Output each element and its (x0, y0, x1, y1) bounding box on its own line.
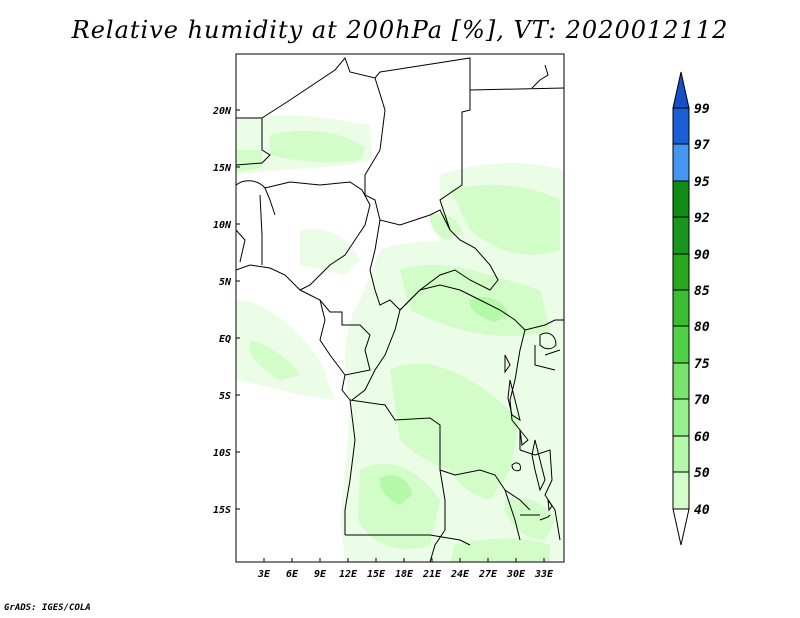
lon-labels: 3E 6E 9E 12E 15E 18E 21E 24E 27E 30E 33E (257, 569, 554, 580)
lat-label: EQ (219, 334, 231, 345)
colorbar-label: 50 (694, 466, 710, 481)
lon-label: 30E (506, 569, 526, 580)
lon-label: 21E (422, 569, 442, 580)
colorbar-label: 85 (694, 284, 710, 299)
lat-labels: 20N 15N 10N 5N EQ 5S 10S 15S (212, 106, 232, 516)
lon-label: 27E (478, 569, 498, 580)
lat-label: 10S (213, 448, 231, 459)
colorbar-label: 97 (694, 138, 710, 153)
colorbar-segment (673, 363, 689, 399)
axis-ticks (236, 109, 545, 562)
humidity-shading (236, 115, 564, 562)
colorbar-label: 60 (694, 430, 710, 445)
lon-label: 3E (257, 569, 271, 580)
lakes (504, 332, 557, 512)
lon-label: 18E (395, 569, 414, 580)
lon-label: 9E (314, 569, 327, 580)
colorbar-label: 90 (694, 248, 710, 263)
colorbar-segment (673, 144, 689, 181)
colorbar-label: 95 (694, 175, 710, 190)
colorbar-min-arrow (672, 508, 690, 546)
colorbar-segment (673, 436, 689, 472)
lon-label: 24E (450, 569, 470, 580)
lat-label: 10N (213, 220, 232, 231)
colorbar-segment (673, 290, 689, 326)
colorbar: 99 97 95 92 90 85 80 75 70 60 50 40 (672, 71, 710, 546)
lat-label: 15N (213, 163, 232, 174)
colorbar-segment (673, 326, 689, 363)
lon-label: 12E (339, 569, 358, 580)
colorbar-segment (673, 472, 689, 509)
colorbar-segment (673, 254, 689, 290)
colorbar-label: 99 (694, 102, 710, 117)
lat-label: 20N (212, 106, 232, 117)
colorbar-segment (673, 217, 689, 254)
map-frame (235, 53, 565, 563)
colorbar-label: 70 (694, 393, 710, 408)
colorbar-label: 92 (694, 211, 710, 226)
colorbar-segment (673, 108, 689, 144)
colorbar-segment (673, 181, 689, 217)
lon-label: 33E (534, 569, 554, 580)
country-boundaries (236, 57, 564, 562)
colorbar-label: 40 (694, 503, 710, 518)
grads-credit: GrADS: IGES/COLA (4, 603, 91, 613)
colorbar-label: 75 (694, 357, 710, 372)
colorbar-max-arrow (672, 71, 690, 109)
lat-label: 5N (219, 277, 232, 288)
lon-label: 6E (286, 569, 299, 580)
colorbar-label: 80 (694, 320, 710, 335)
lat-label: 5S (219, 391, 231, 402)
chart-title: Relative humidity at 200hPa [%], VT: 202… (71, 16, 729, 44)
lat-label: 15S (213, 505, 231, 516)
lon-label: 15E (367, 569, 386, 580)
colorbar-segment (673, 399, 689, 436)
